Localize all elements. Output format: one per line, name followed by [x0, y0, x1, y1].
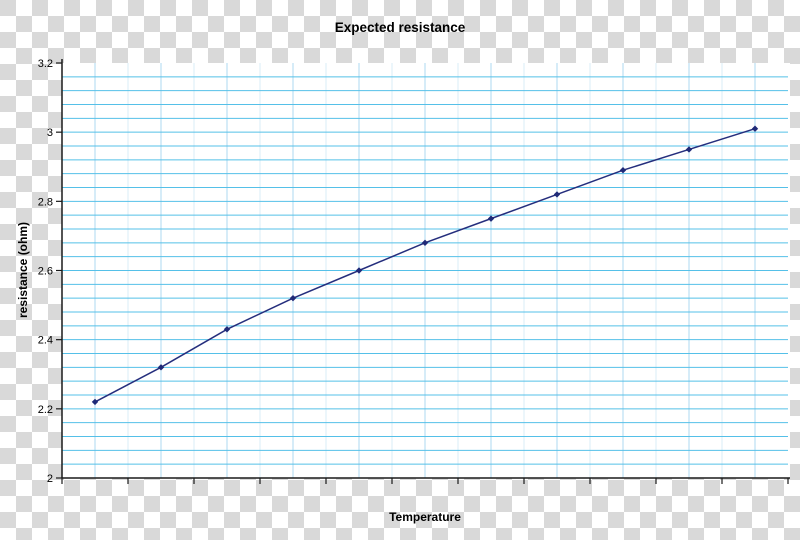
horizontal-gridlines — [62, 76, 788, 465]
data-point-marker — [355, 267, 363, 274]
axes — [56, 59, 790, 484]
data-point-marker — [685, 146, 693, 153]
data-point-marker — [289, 294, 297, 302]
data-point-marker — [751, 125, 759, 132]
y-tick-label: 2 — [47, 473, 53, 485]
data-point-marker — [553, 191, 561, 198]
y-axis-title: resistance (ohm) — [16, 222, 30, 318]
y-tick-label: 3.2 — [38, 58, 53, 70]
x-axis-title: Temperature — [389, 510, 461, 524]
data-point-marker — [157, 364, 165, 371]
chart-title: Expected resistance — [335, 20, 466, 35]
y-tick-label: 2.8 — [38, 196, 53, 208]
data-point-marker — [619, 167, 627, 174]
expected-resistance-series — [91, 125, 759, 406]
data-point-marker — [487, 215, 495, 222]
data-point-marker — [421, 239, 429, 247]
y-tick-label: 3 — [47, 127, 53, 139]
data-point-marker — [223, 326, 231, 333]
y-tick-label: 2.2 — [38, 404, 53, 416]
y-tick-label: 2.6 — [38, 266, 53, 278]
y-tick-label: 2.4 — [38, 335, 53, 347]
data-point-marker — [91, 398, 99, 406]
y-tick-labels: 3.2 3 2.8 2.6 2.4 2.2 2 — [38, 58, 53, 485]
